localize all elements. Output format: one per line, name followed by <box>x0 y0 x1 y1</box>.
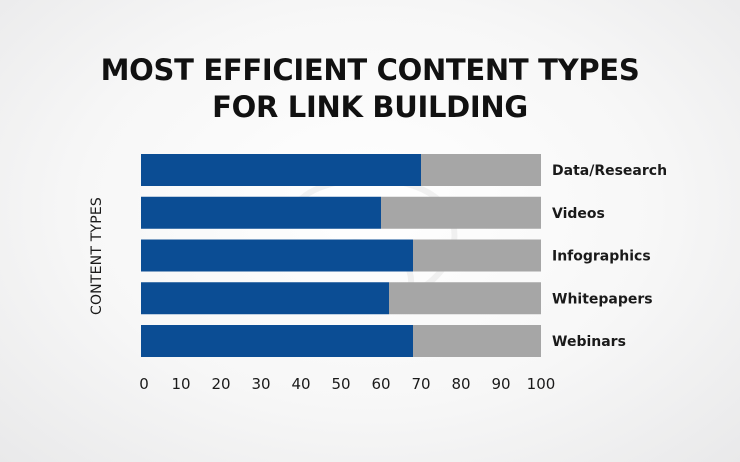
category-label-4: Webinars <box>552 334 626 350</box>
bar-remainder-0 <box>421 154 541 186</box>
category-label-3: Whitepapers <box>552 291 653 307</box>
x-tick-label-0: 0 <box>139 375 149 393</box>
category-label-2: Infographics <box>552 249 651 265</box>
bar-value-2 <box>141 239 413 272</box>
bar-value-0 <box>141 154 421 186</box>
x-tick-label-50: 50 <box>331 375 350 393</box>
y-axis-label: CONTENT TYPES <box>89 197 105 315</box>
chart-title-line-2: FOR LINK BUILDING <box>212 90 528 124</box>
bar-value-3 <box>141 282 389 315</box>
bar-remainder-3 <box>389 282 541 315</box>
x-tick-label-20: 20 <box>211 375 230 393</box>
category-label-0: Data/Research <box>552 163 667 179</box>
bar-remainder-4 <box>413 325 541 357</box>
bar-value-1 <box>141 196 381 229</box>
x-tick-label-90: 90 <box>491 375 510 393</box>
bar-remainder-2 <box>413 239 541 272</box>
chart-title: MOST EFFICIENT CONTENT TYPES FOR LINK BU… <box>0 52 740 126</box>
x-tick-label-60: 60 <box>371 375 390 393</box>
category-labels: Data/Research Videos Infographics Whitepape… <box>552 163 667 350</box>
x-tick-label-40: 40 <box>291 375 310 393</box>
x-tick-label-70: 70 <box>411 375 430 393</box>
x-tick-label-80: 80 <box>451 375 470 393</box>
bar-remainder-1 <box>381 196 541 229</box>
bars-group <box>141 154 541 357</box>
x-tick-label-100: 100 <box>527 375 556 393</box>
chart-title-line-1: MOST EFFICIENT CONTENT TYPES <box>100 53 640 87</box>
x-tick-label-30: 30 <box>251 375 270 393</box>
bar-value-4 <box>141 325 413 357</box>
x-tick-labels: 0 10 20 30 40 50 60 70 80 90 100 <box>139 375 555 393</box>
x-tick-label-10: 10 <box>171 375 190 393</box>
category-label-1: Videos <box>552 206 605 222</box>
